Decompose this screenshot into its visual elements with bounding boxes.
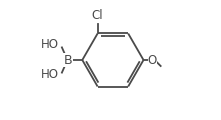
Text: Cl: Cl bbox=[92, 9, 103, 22]
Text: O: O bbox=[148, 54, 157, 66]
Text: HO: HO bbox=[41, 39, 59, 51]
Text: B: B bbox=[64, 54, 72, 66]
Text: HO: HO bbox=[41, 69, 59, 81]
